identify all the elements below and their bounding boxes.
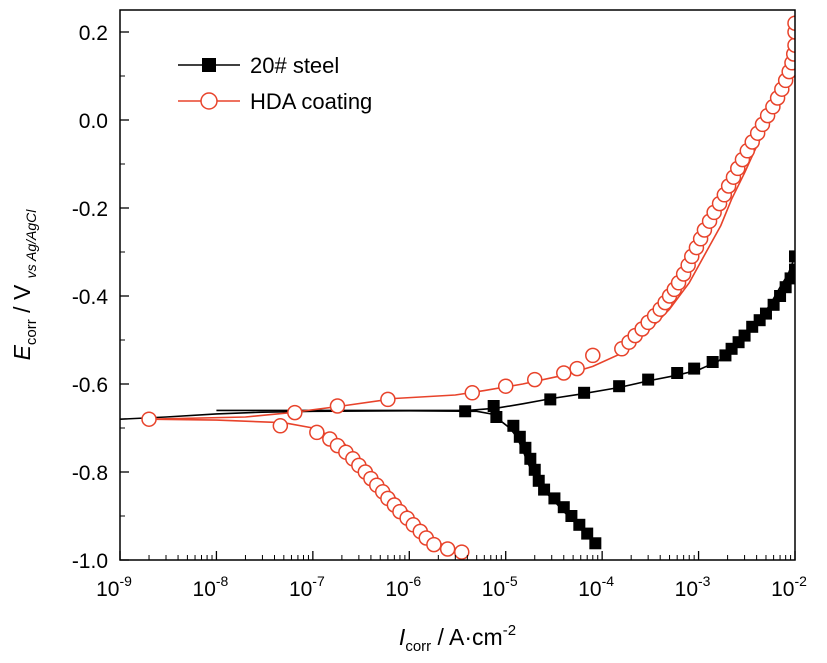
data-point [544,393,557,406]
data-point [380,391,396,408]
plot-frame [119,9,796,561]
data-point [524,452,537,465]
y-tick-label: -0.6 [72,374,108,397]
legend: 20# steel HDA coating [178,53,372,114]
data-point [556,365,572,381]
data-point [789,263,795,276]
x-tick-label: 10-7 [289,573,325,601]
data-point [581,527,594,540]
x-tick-label: 10-2 [771,573,807,601]
x-tick-label: 10-4 [578,573,614,601]
data-point [671,367,684,379]
x-tick-label: 10-6 [385,573,421,601]
data-point [519,441,532,454]
data-point [453,544,470,560]
legend-marker [202,58,216,72]
data-point [548,492,561,505]
x-tick-label: 10-3 [675,573,711,601]
data-point [787,37,795,53]
data-point [464,385,481,401]
data-point [787,15,795,31]
data-point [439,541,456,557]
data-point [578,386,591,399]
data-point [497,378,514,394]
data-point [784,272,795,285]
data-point [613,380,626,393]
series-0 [120,250,795,550]
series-line-anodic [148,23,795,420]
data-point [589,537,602,550]
y-tick-label: -0.8 [72,462,108,485]
data-point [487,400,500,412]
data-point [459,405,472,418]
data-point [141,411,157,427]
data-point [272,418,289,434]
legend-marker [200,92,218,110]
y-tick-label: 0.0 [79,110,108,133]
data-point [538,483,551,496]
y-tick-label: -1.0 [72,550,108,573]
data-point [526,371,543,388]
data-point [507,419,520,432]
y-tick-label: 0.2 [79,22,108,45]
legend-label: HDA coating [250,89,372,114]
data-point [426,536,442,553]
legend-label: 20# steel [250,53,339,78]
data-point [688,362,701,375]
y-tick-label: -0.4 [72,286,109,309]
data-point [569,360,585,377]
data-point [642,373,655,386]
series-1 [141,15,795,560]
data-point [287,404,303,421]
y-tick-label: -0.2 [72,198,108,221]
data-point [789,250,795,263]
data-point [513,430,526,443]
data-point [329,398,346,414]
x-axis-title: Icorr / A·cm-2 [399,622,516,655]
svg-text:Ecorr / V vs Ag/AgCl: Ecorr / V vs Ag/AgCl [9,209,40,361]
x-tick-label: 10-5 [482,573,518,601]
y-axis-title: Ecorr / V vs Ag/AgCl [9,209,40,361]
data-point [490,411,503,423]
data-point [585,347,601,364]
data-point [528,463,541,476]
data-point [706,356,719,368]
x-tick-label: 10-9 [96,573,132,601]
data-point [309,424,325,441]
x-tick-label: 10-8 [193,573,229,601]
